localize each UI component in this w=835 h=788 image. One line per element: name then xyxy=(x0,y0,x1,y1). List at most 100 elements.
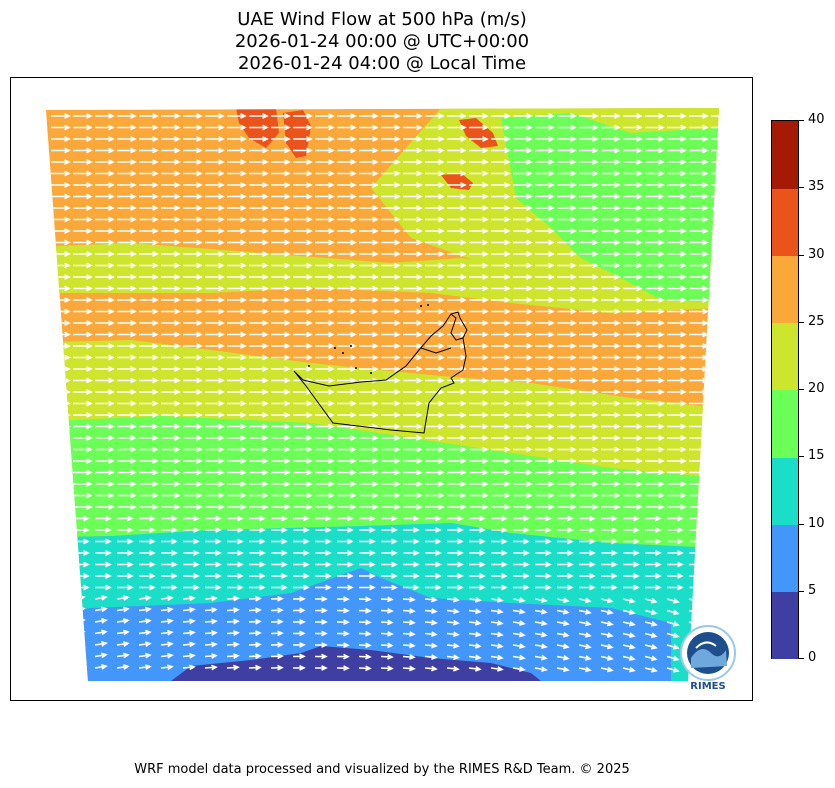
wind-arrow xyxy=(205,400,225,407)
wind-arrow xyxy=(337,193,357,200)
wind-arrow xyxy=(711,308,719,315)
wind-arrow xyxy=(535,492,555,499)
wind-arrow xyxy=(249,331,269,338)
wind-arrow xyxy=(161,205,181,211)
wind-arrow xyxy=(469,331,489,338)
wind-arrow xyxy=(51,561,68,568)
wind-arrow xyxy=(622,666,636,673)
wind-arrow xyxy=(337,481,357,487)
wind-arrow xyxy=(513,285,533,292)
wind-arrow xyxy=(425,251,445,257)
wind-arrow xyxy=(381,435,401,441)
wind-arrow xyxy=(381,159,401,165)
wind-speed-colorbar xyxy=(771,120,799,659)
wind-arrow xyxy=(271,308,291,315)
wind-arrow xyxy=(491,216,511,223)
wind-arrow xyxy=(226,653,240,659)
wind-arrow xyxy=(447,423,467,430)
wind-arrow xyxy=(667,113,687,119)
wind-arrow xyxy=(161,228,181,234)
wind-arrow xyxy=(51,113,71,119)
wind-arrow xyxy=(51,573,68,579)
wind-arrow xyxy=(182,664,196,671)
wind-arrow xyxy=(447,446,467,453)
wind-arrow xyxy=(226,664,240,671)
wind-arrow xyxy=(403,274,423,280)
wind-arrow xyxy=(645,377,665,384)
wind-arrow xyxy=(337,573,354,579)
wind-arrow xyxy=(513,205,533,211)
wind-arrow xyxy=(711,136,719,142)
wind-arrow xyxy=(271,216,291,223)
wind-arrow xyxy=(95,216,115,223)
wind-arrow xyxy=(403,469,423,476)
wind-arrow xyxy=(95,515,112,522)
wind-arrow xyxy=(358,630,372,637)
wind-arrow xyxy=(667,170,687,177)
wind-arrow xyxy=(689,262,709,269)
wind-arrow xyxy=(72,606,86,613)
wind-arrow xyxy=(623,147,643,154)
wind-arrow xyxy=(116,629,130,636)
wind-arrow xyxy=(117,205,137,211)
wind-arrow xyxy=(535,354,555,361)
wind-arrow xyxy=(249,527,266,533)
wind-arrow xyxy=(557,492,577,499)
wind-arrow xyxy=(689,113,709,119)
wind-arrow xyxy=(403,515,420,522)
wind-arrow xyxy=(139,320,159,326)
wind-arrow xyxy=(601,446,621,453)
wind-arrow xyxy=(645,216,665,223)
wind-arrow xyxy=(205,550,222,556)
wind-arrow xyxy=(667,285,687,292)
wind-arrow xyxy=(644,655,658,662)
wind-arrow xyxy=(645,239,665,246)
wind-arrow xyxy=(579,193,599,200)
wind-arrow xyxy=(468,631,482,638)
wind-arrow xyxy=(579,228,599,234)
wind-arrow xyxy=(667,366,687,372)
wind-arrow xyxy=(293,274,313,280)
wind-arrow xyxy=(469,251,489,257)
wind-arrow xyxy=(293,469,313,476)
wind-arrow xyxy=(183,458,203,464)
wind-arrow xyxy=(667,228,687,234)
wind-arrow xyxy=(711,274,719,280)
wind-arrow xyxy=(139,515,156,522)
wind-arrow xyxy=(535,481,555,487)
wind-arrow xyxy=(381,389,401,395)
wind-arrow xyxy=(667,274,687,280)
wind-arrow xyxy=(491,354,511,361)
wind-arrow xyxy=(424,642,438,649)
wind-arrow xyxy=(645,354,665,361)
wind-arrow xyxy=(425,584,442,591)
wind-arrow xyxy=(337,285,357,292)
wind-arrow xyxy=(403,435,423,441)
wind-arrow xyxy=(446,608,460,615)
wind-arrow xyxy=(645,504,665,510)
wind-arrow xyxy=(94,652,108,659)
wind-arrow xyxy=(205,492,225,499)
wind-arrow xyxy=(425,147,445,154)
wind-arrow xyxy=(249,159,269,165)
wind-arrow xyxy=(182,606,196,613)
wind-arrow xyxy=(468,596,482,603)
wind-arrow xyxy=(491,228,511,234)
wind-arrow xyxy=(73,366,93,372)
wind-arrow xyxy=(271,159,291,165)
wind-arrow xyxy=(623,320,643,326)
wind-arrow xyxy=(601,435,621,441)
wind-arrow xyxy=(315,124,335,131)
wind-arrow xyxy=(359,136,379,142)
wind-arrow xyxy=(227,550,244,556)
wind-arrow xyxy=(447,481,467,487)
wind-arrow xyxy=(205,159,225,165)
wind-arrow xyxy=(116,595,130,601)
wind-arrow xyxy=(491,366,511,372)
wind-arrow xyxy=(645,285,665,292)
wind-arrow xyxy=(359,527,376,533)
wind-arrow xyxy=(227,492,247,499)
wind-arrow xyxy=(667,412,687,418)
wind-arrow xyxy=(689,228,709,234)
wind-arrow xyxy=(645,584,662,591)
